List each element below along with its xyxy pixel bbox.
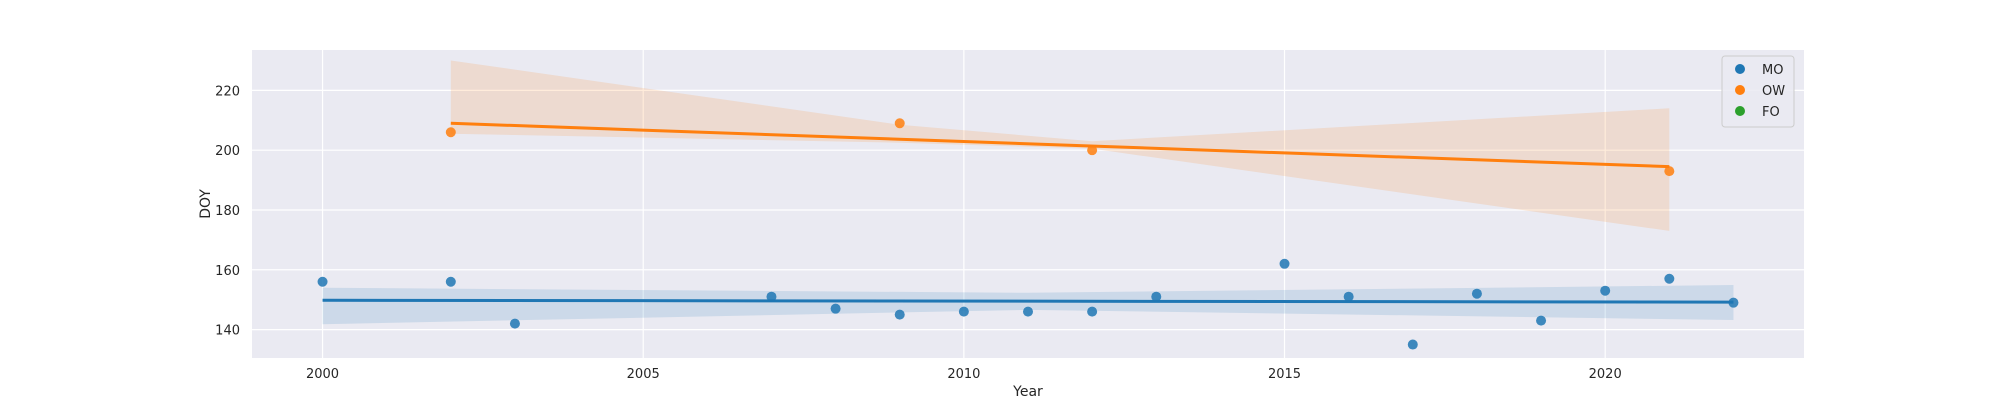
- mo-confidence-band: [322, 285, 1734, 325]
- x-tick-label: 2010: [947, 367, 980, 382]
- mo-point: [1728, 297, 1739, 308]
- mo-point: [958, 306, 969, 317]
- ow-point: [894, 118, 905, 129]
- mo-point: [1087, 306, 1098, 317]
- x-tick-label: 2015: [1268, 367, 1301, 382]
- mo-point: [1536, 315, 1547, 326]
- fo-legend-marker: [1735, 106, 1745, 116]
- y-axis-label: DOY: [198, 189, 214, 219]
- mo-point: [894, 309, 905, 320]
- mo-point: [509, 318, 520, 329]
- mo-point: [1664, 273, 1675, 284]
- mo-point: [317, 276, 328, 287]
- ow-legend-label: OW: [1762, 84, 1785, 99]
- x-tick-label: 2005: [627, 367, 660, 382]
- mo-point: [1023, 306, 1033, 317]
- mo-point: [1279, 258, 1290, 269]
- mo-point: [445, 276, 456, 287]
- y-tick-label: 200: [215, 144, 240, 159]
- y-tick-label: 160: [215, 264, 240, 279]
- x-tick-label: 2000: [306, 367, 339, 382]
- legend: MO OW FO: [1721, 55, 1795, 128]
- ow-point: [1087, 145, 1098, 156]
- mo-point: [1600, 285, 1611, 296]
- grid: [252, 50, 1804, 358]
- mo-legend-marker: [1735, 64, 1745, 74]
- y-tick-label: 220: [215, 84, 240, 99]
- mo-point: [1343, 291, 1354, 302]
- mo-point: [1471, 288, 1482, 299]
- mo-fit-line: [322, 298, 1734, 304]
- mo-point: [830, 303, 841, 314]
- mo-legend-label: MO: [1762, 63, 1783, 78]
- ow-point: [1664, 166, 1675, 177]
- ow-point: [445, 127, 456, 138]
- mo-point: [1407, 339, 1418, 350]
- y-tick-label: 180: [215, 204, 240, 219]
- y-tick-label: 140: [215, 324, 240, 339]
- mo-point: [766, 291, 777, 302]
- x-axis-label: Year: [1012, 384, 1043, 400]
- tick-labels: 2000 2005 2010 2015 2020 140 160 180 200 220: [215, 84, 1622, 382]
- mo-point: [1151, 291, 1162, 302]
- ow-fit-line: [450, 121, 1670, 169]
- x-tick-label: 2020: [1589, 367, 1622, 382]
- ow-legend-marker: [1735, 85, 1745, 95]
- fo-legend-label: FO: [1762, 105, 1780, 120]
- data-points: [317, 118, 1739, 350]
- fit-lines: [322, 121, 1734, 304]
